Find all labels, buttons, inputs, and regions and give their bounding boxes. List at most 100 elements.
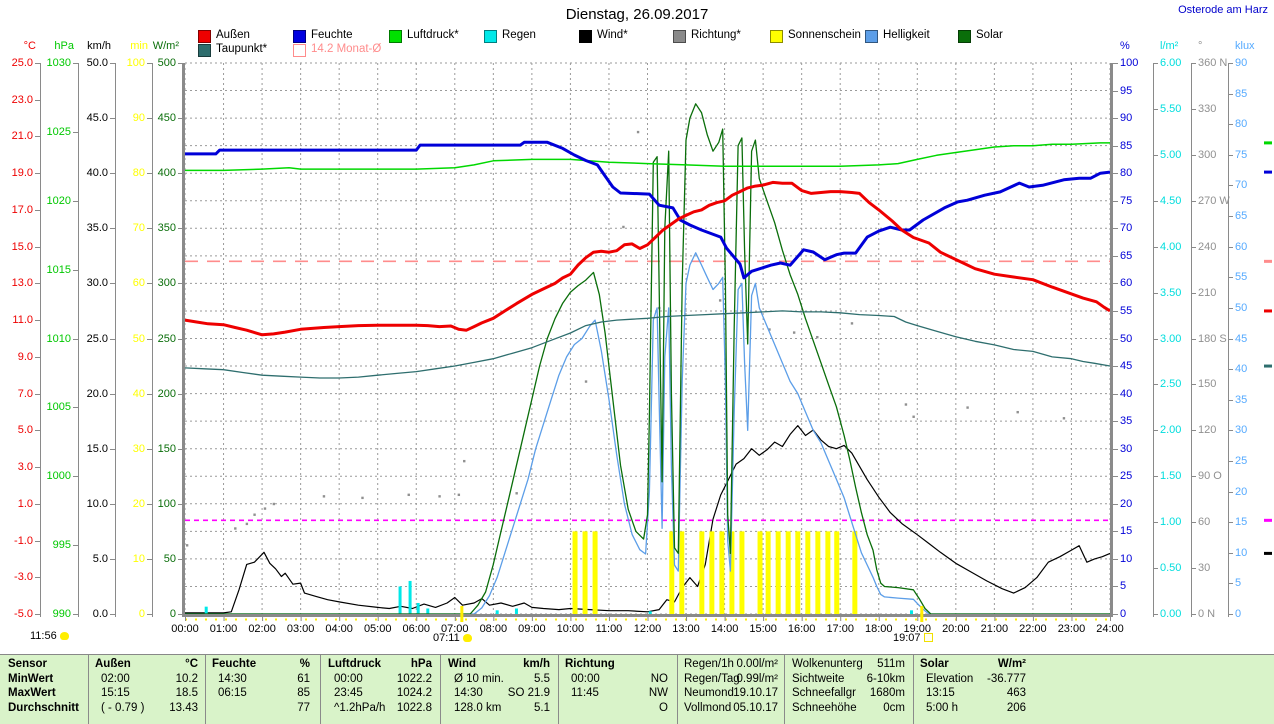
stat-value: NW bbox=[648, 687, 668, 699]
legend-label-feuchte: Feuchte bbox=[311, 29, 353, 41]
axis-tick-label: 6.00 bbox=[1160, 57, 1182, 69]
x-label: 19:00 bbox=[903, 623, 932, 635]
axis-tick-label: 55 bbox=[1120, 304, 1133, 317]
stat-label: Vollmond bbox=[684, 701, 732, 714]
axis-tick-label: 10.0 bbox=[86, 497, 108, 510]
axis-tick-label: 250 bbox=[157, 332, 176, 345]
col-unit: hPa bbox=[410, 658, 432, 670]
table-divider bbox=[88, 655, 89, 724]
axis-tick-label: 30.0 bbox=[86, 277, 108, 290]
stat-label: 23:45 bbox=[334, 687, 363, 699]
axis-tick-label: 50 bbox=[1235, 301, 1248, 314]
legend-label-monat: 14.2 Monat-Ø bbox=[311, 43, 382, 55]
stat-value: 6-10km bbox=[866, 672, 905, 685]
x-label: 17:00 bbox=[826, 623, 854, 635]
col-unit: °C bbox=[185, 658, 198, 670]
axis-tick-label: 40 bbox=[132, 387, 145, 400]
axis-tick-label: 70 bbox=[1120, 222, 1133, 235]
axis-tick-label: 1020 bbox=[46, 194, 71, 207]
axis-tick-label: 10 bbox=[1235, 546, 1248, 559]
axis-header-W/m²: W/m² bbox=[152, 40, 179, 52]
axis-tick-label: 75 bbox=[1235, 148, 1248, 161]
axis-tick-label: 1015 bbox=[46, 263, 71, 276]
axis-tick-label: 35 bbox=[1120, 415, 1133, 428]
axis-tick-label: 5 bbox=[1120, 580, 1127, 593]
legend-label-luftdruck: Luftdruck* bbox=[407, 29, 459, 41]
axis-tick-label: 1.00 bbox=[1160, 516, 1182, 529]
legend-label-solar: Solar bbox=[976, 29, 1003, 41]
stat-value: -36.777 bbox=[986, 672, 1026, 685]
axis-tick-label: 90 bbox=[1235, 57, 1248, 69]
axis-tick-label: 350 bbox=[157, 222, 176, 235]
axis-tick-label: 1005 bbox=[46, 401, 71, 414]
stat-label: 14:30 bbox=[454, 687, 483, 699]
stat-value: 05.10.17 bbox=[733, 701, 778, 714]
legend-swatch-helligkeit bbox=[865, 30, 878, 43]
axis-tick-label: 100 bbox=[1120, 57, 1139, 69]
x-label: 22:00 bbox=[1019, 623, 1047, 635]
axis-lines bbox=[35, 63, 1233, 617]
axis-header-km/h: km/h bbox=[87, 40, 111, 52]
stat-value: SO 21.9 bbox=[507, 687, 550, 699]
axis-tick-label: 50 bbox=[163, 552, 176, 565]
axis-header-min: min bbox=[130, 40, 148, 52]
stat-value: 1024.2 bbox=[396, 687, 432, 699]
axis-tick-label: 85 bbox=[1120, 139, 1133, 152]
axis-tick-label: 100 bbox=[126, 57, 145, 69]
axis-tick-label: 95 bbox=[1120, 84, 1133, 97]
stat-label: 15:15 bbox=[101, 687, 130, 699]
x-label: 02:00 bbox=[248, 623, 276, 635]
axis-tick-label: 90 bbox=[1120, 112, 1133, 125]
stat-label: Neumond bbox=[684, 687, 734, 699]
stat-label: 5:00 h bbox=[926, 701, 958, 714]
axis-tick-label: 2.50 bbox=[1160, 378, 1182, 391]
col-header: Außen bbox=[95, 658, 131, 670]
axis-tick-label: 21.0 bbox=[11, 130, 33, 143]
axis-header-l/m²: l/m² bbox=[1160, 40, 1179, 52]
axis-tick-label: 0.0 bbox=[92, 608, 108, 620]
stat-value: NO bbox=[650, 672, 668, 685]
axis-tick-label: 990 bbox=[52, 608, 71, 620]
stat-label: Elevation bbox=[926, 672, 974, 685]
axis-tick-label: 4.50 bbox=[1160, 194, 1182, 207]
axis-tick-label: 40.0 bbox=[86, 167, 108, 180]
stat-label: Wolkenunterg bbox=[792, 658, 863, 670]
axis-tick-label: 25 bbox=[1235, 454, 1248, 467]
axis-tick-label: 1030 bbox=[46, 57, 71, 69]
axis-tick-label: 45.0 bbox=[86, 112, 108, 125]
stat-label: ( - 0.79 ) bbox=[101, 701, 145, 714]
x-label: 05:00 bbox=[363, 623, 392, 635]
stat-value: 511m bbox=[877, 658, 905, 670]
axis-tick-label: 7.0 bbox=[17, 387, 33, 400]
col-header: Richtung bbox=[565, 658, 615, 670]
stat-value: 19.10.17 bbox=[733, 687, 778, 699]
series-feuchte bbox=[185, 140, 1111, 280]
x-label: 24:00 bbox=[1096, 623, 1124, 635]
axis-tick-label: 150 bbox=[157, 442, 176, 455]
station-link[interactable]: Osterode am Harz bbox=[1178, 4, 1268, 16]
axis-tick-label: 45 bbox=[1120, 360, 1133, 373]
sun-icon bbox=[59, 632, 69, 640]
axis-tick-label: 240 bbox=[1198, 240, 1217, 253]
axis-tick-label: 80 bbox=[1235, 118, 1248, 131]
axis-header-hPa: hPa bbox=[54, 40, 74, 52]
stat-value: 0cm bbox=[883, 701, 905, 714]
table-divider bbox=[205, 655, 206, 724]
axis-tick-label: 5.0 bbox=[17, 424, 33, 437]
axis-tick-label: 17.0 bbox=[11, 203, 33, 216]
page-title: Dienstag, 26.09.2017 bbox=[565, 6, 709, 23]
row-header: Durchschnitt bbox=[8, 701, 79, 714]
stat-value: 85 bbox=[297, 687, 310, 699]
axis-tick-label: 50.0 bbox=[86, 57, 108, 69]
axis-tick-label: -5.0 bbox=[14, 608, 33, 620]
sunset-label: 19:07 bbox=[893, 632, 933, 644]
legend-label-aussen: Außen bbox=[216, 29, 250, 41]
x-label: 16:00 bbox=[787, 623, 816, 635]
series-regen bbox=[204, 580, 914, 614]
axis-tick-label: 30 bbox=[132, 442, 145, 455]
col-unit: W/m² bbox=[997, 658, 1026, 670]
last-value-markers bbox=[1264, 141, 1272, 555]
stat-label: 14:30 bbox=[218, 672, 247, 685]
axis-tick-label: 4.00 bbox=[1160, 240, 1182, 253]
